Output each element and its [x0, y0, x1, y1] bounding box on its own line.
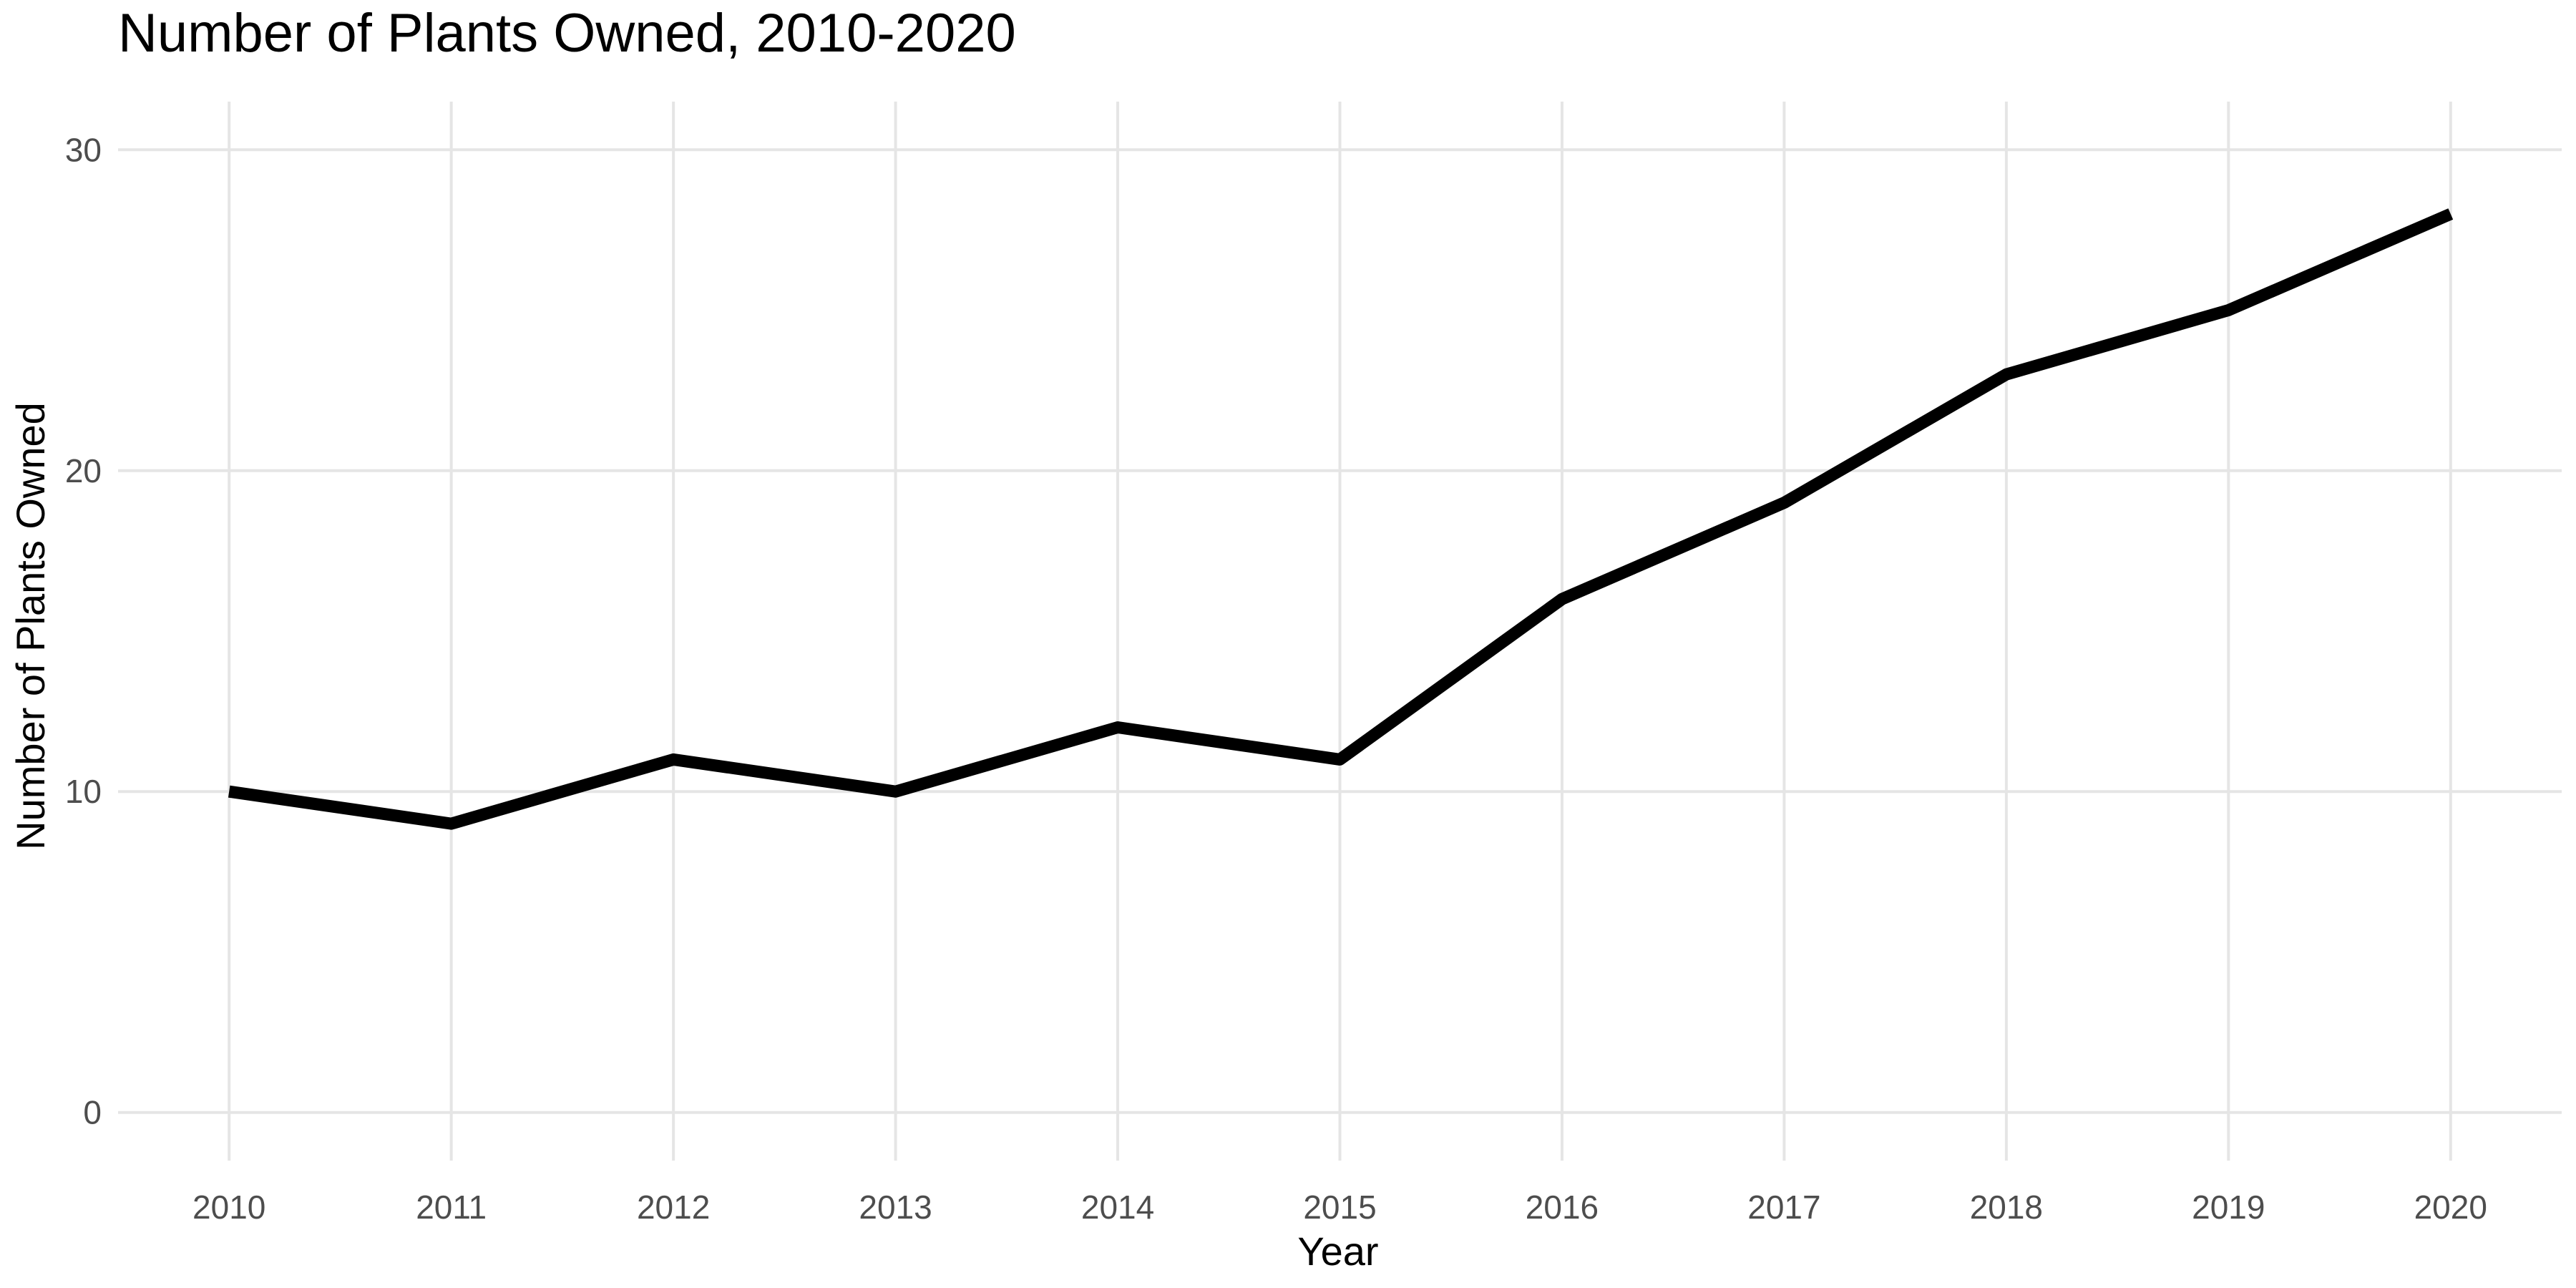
- x-tick-label: 2013: [859, 1189, 932, 1226]
- x-tick-label: 2014: [1081, 1189, 1154, 1226]
- x-tick-label: 2015: [1303, 1189, 1376, 1226]
- x-tick-label: 2017: [1747, 1189, 1820, 1226]
- x-tick-label: 2019: [2192, 1189, 2265, 1226]
- y-tick-label: 0: [83, 1094, 102, 1131]
- y-axis-title: Number of Plants Owned: [8, 402, 53, 850]
- x-tick-labels: 2010 2011 2012 2013 2014 2015 2016 2017 2018 2019…: [192, 1189, 2487, 1226]
- x-tick-label: 2012: [637, 1189, 710, 1226]
- x-tick-label: 2020: [2414, 1189, 2487, 1226]
- y-tick-labels: 0 10 20 30: [65, 131, 102, 1131]
- x-axis-title: Year: [1297, 1229, 1378, 1274]
- x-tick-label: 2016: [1526, 1189, 1599, 1226]
- chart-title: Number of Plants Owned, 2010-2020: [118, 3, 1016, 64]
- grid: [118, 102, 2562, 1161]
- series-line: [228, 208, 2454, 830]
- x-tick-label: 2010: [192, 1189, 265, 1226]
- y-tick-label: 20: [65, 452, 102, 489]
- x-tick-label: 2011: [416, 1189, 487, 1226]
- y-tick-label: 10: [65, 773, 102, 810]
- series-group: [228, 208, 2454, 830]
- x-tick-label: 2018: [1970, 1189, 2043, 1226]
- y-tick-label: 30: [65, 131, 102, 168]
